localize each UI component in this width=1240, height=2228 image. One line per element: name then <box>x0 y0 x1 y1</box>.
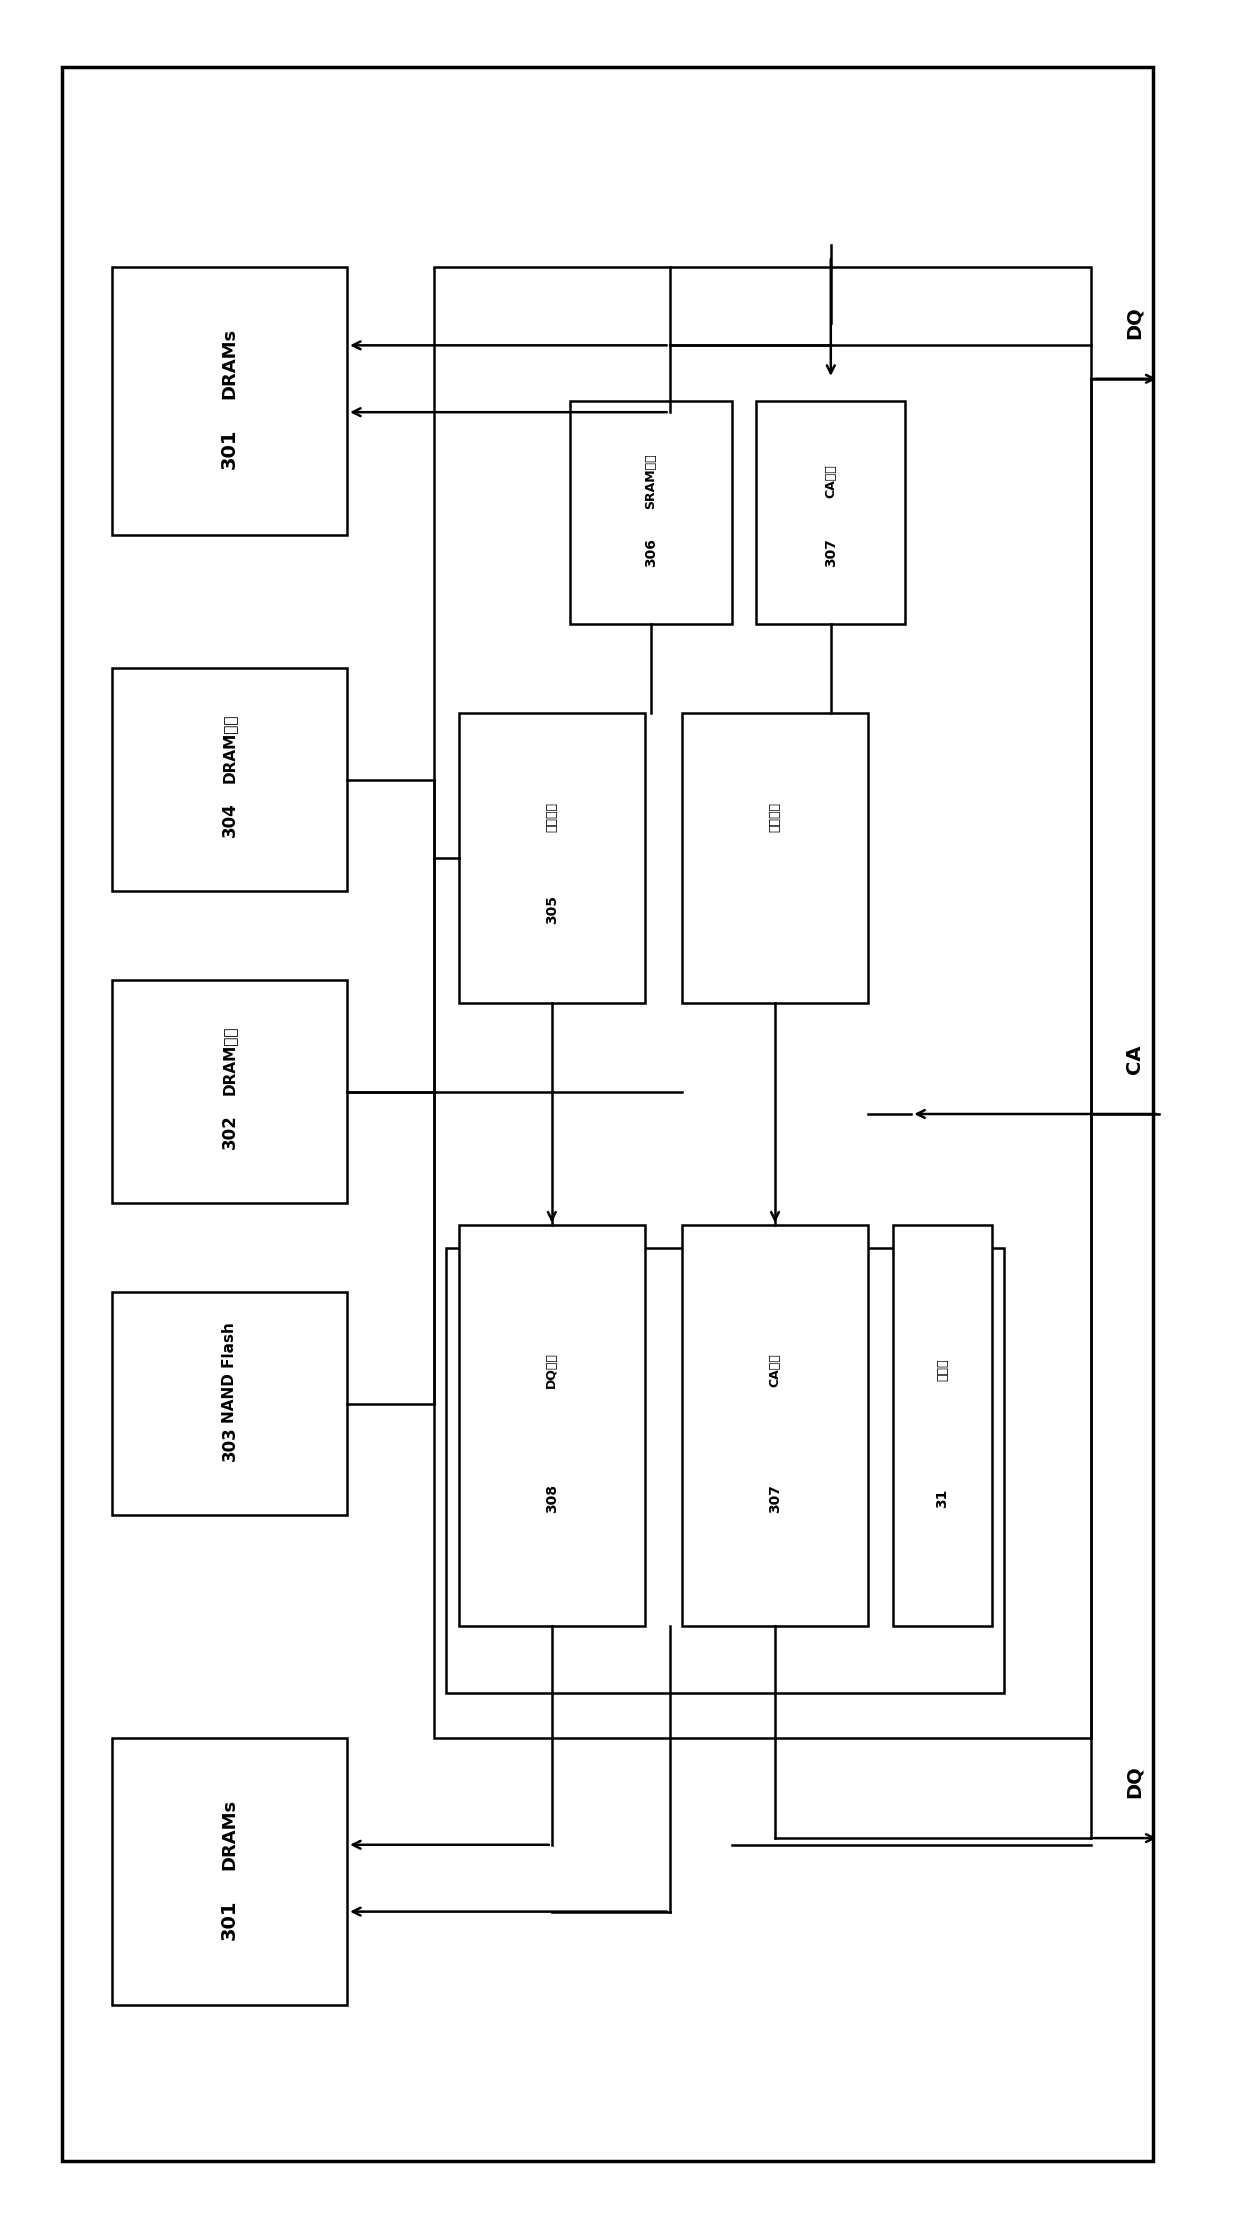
Text: 304: 304 <box>221 802 238 838</box>
Bar <box>446 1248 1004 1693</box>
Bar <box>434 267 1091 1738</box>
Text: 控制器: 控制器 <box>936 1359 949 1381</box>
Bar <box>459 1225 645 1626</box>
Bar <box>459 713 645 1003</box>
Text: SRAM缓存: SRAM缓存 <box>645 455 657 508</box>
Bar <box>62 67 1153 2161</box>
Bar <box>112 1738 347 2005</box>
Text: 307: 307 <box>823 539 838 566</box>
Text: 303: 303 <box>221 1426 238 1462</box>
Text: NAND Flash: NAND Flash <box>222 1321 237 1424</box>
Text: 缓存算法: 缓存算法 <box>546 802 558 833</box>
Text: 306: 306 <box>644 539 658 566</box>
Text: DRAMs: DRAMs <box>221 328 238 399</box>
Bar <box>682 713 868 1003</box>
Text: 地址映射: 地址映射 <box>769 802 781 833</box>
Bar <box>112 668 347 891</box>
Text: DRAM索引: DRAM索引 <box>222 713 237 784</box>
Text: 301: 301 <box>219 1900 239 1941</box>
Text: 305: 305 <box>544 896 559 925</box>
Text: 301: 301 <box>219 430 239 470</box>
Bar <box>682 1225 868 1626</box>
Text: DRAM缓存: DRAM缓存 <box>222 1025 237 1096</box>
Text: 307: 307 <box>768 1484 782 1513</box>
Bar <box>893 1225 992 1626</box>
Bar <box>570 401 732 624</box>
Text: CA驱动: CA驱动 <box>769 1352 781 1386</box>
Bar <box>112 1292 347 1515</box>
Text: CA: CA <box>1125 1045 1145 1074</box>
Text: DRAMs: DRAMs <box>221 1798 238 1869</box>
Text: 302: 302 <box>221 1114 238 1150</box>
Text: 308: 308 <box>544 1484 559 1513</box>
Bar <box>756 401 905 624</box>
Text: CA驱动: CA驱动 <box>825 463 837 499</box>
Text: DQ驱动: DQ驱动 <box>546 1352 558 1388</box>
Text: DQ: DQ <box>1125 305 1145 339</box>
Bar <box>112 267 347 535</box>
Bar <box>112 980 347 1203</box>
Text: 31: 31 <box>935 1488 950 1508</box>
Text: DQ: DQ <box>1125 1765 1145 1798</box>
